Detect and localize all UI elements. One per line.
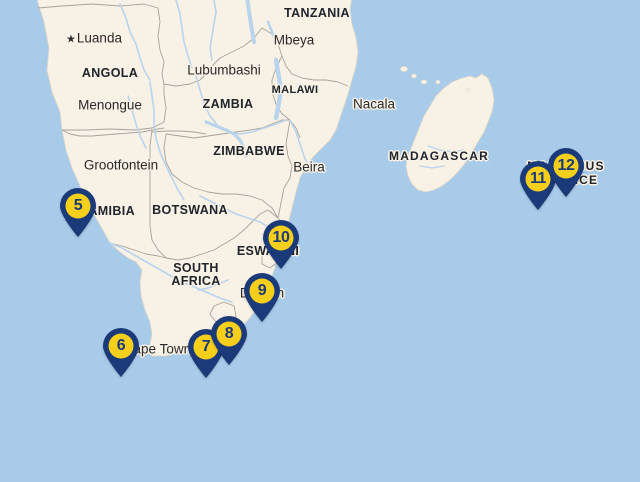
pin-icon [548,148,584,197]
map-marker-pin[interactable]: 12 [546,146,586,198]
pin-icon [103,328,139,377]
map-marker-pin[interactable]: 6 [101,326,141,378]
madagascar-landmass [405,73,495,193]
rivers-and-lakes [109,0,465,303]
pin-icon [263,220,299,269]
pin-icon [60,188,96,237]
pin-icon [520,161,556,210]
comoros-islands [400,66,471,92]
pin-icon [211,316,247,365]
map-marker-pin[interactable]: 8 [209,314,249,366]
map-marker-pin[interactable]: 10 [261,218,301,270]
map-marker-pin[interactable]: 9 [242,271,282,323]
pin-icon [244,273,280,322]
map-marker-pin[interactable]: 5 [58,186,98,238]
